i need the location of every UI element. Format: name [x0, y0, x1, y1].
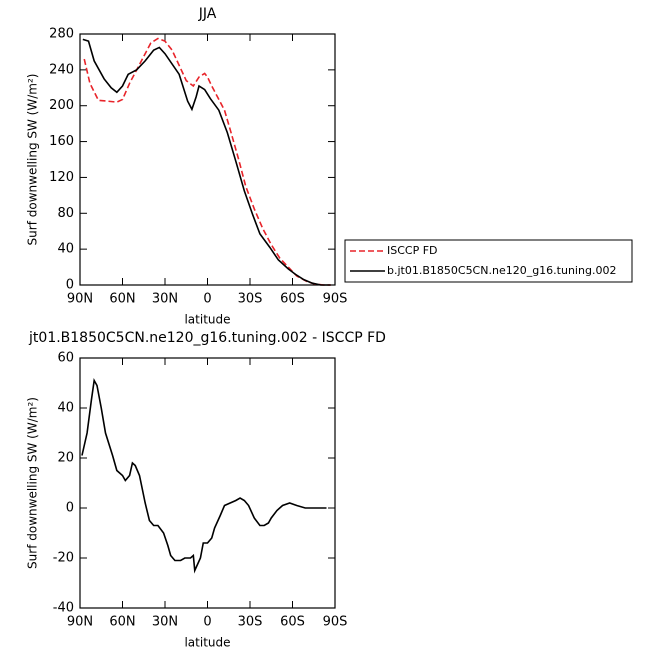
- x-tick-label: 0: [203, 292, 211, 307]
- y-tick-label: 80: [57, 206, 74, 221]
- x-axis-label: latitude: [184, 636, 230, 650]
- plot-frame: [79, 33, 336, 286]
- legend-label: ISCCP FD: [387, 244, 438, 257]
- x-tick-label: 90N: [67, 292, 93, 307]
- data-line: [83, 37, 331, 286]
- x-tick-label: 60S: [280, 615, 305, 630]
- x-tick-label: 30N: [152, 615, 178, 630]
- x-tick-label: 30S: [238, 615, 263, 630]
- y-tick-label: 160: [49, 134, 74, 149]
- x-tick-label: 0: [203, 615, 211, 630]
- x-tick-label: 60N: [109, 292, 135, 307]
- y-tick-label: 0: [66, 501, 74, 516]
- legend-label: b.jt01.B1850C5CN.ne120_g16.tuning.002: [387, 264, 616, 277]
- y-axis-label: Surf downwelling SW (W/m²): [26, 74, 40, 246]
- x-tick-label: 30N: [152, 292, 178, 307]
- chart-title: jt01.B1850C5CN.ne120_g16.tuning.002 - IS…: [28, 330, 386, 346]
- y-tick-label: 40: [57, 242, 74, 257]
- x-tick-label: 90S: [323, 292, 348, 307]
- chart-title: JJA: [198, 6, 217, 22]
- y-tick-label: 280: [49, 27, 74, 42]
- legend-box: [344, 239, 633, 283]
- x-tick-label: 90N: [67, 615, 93, 630]
- y-axis-label: Surf downwelling SW (W/m²): [26, 397, 40, 569]
- data-line: [82, 38, 331, 286]
- y-tick-label: 120: [49, 170, 74, 185]
- y-tick-label: -20: [53, 551, 74, 566]
- x-tick-label: 60S: [280, 292, 305, 307]
- y-tick-label: -40: [53, 601, 74, 616]
- x-axis-label: latitude: [184, 313, 230, 327]
- y-tick-label: 40: [57, 401, 74, 416]
- y-tick-label: 0: [66, 278, 74, 293]
- y-tick-label: 200: [49, 98, 74, 113]
- x-tick-label: 30S: [238, 292, 263, 307]
- y-tick-label: 240: [49, 62, 74, 77]
- data-line: [81, 378, 327, 574]
- y-tick-label: 20: [57, 451, 74, 466]
- plot-frame: [79, 357, 336, 609]
- y-tick-label: 60: [57, 351, 74, 366]
- x-tick-label: 60N: [109, 615, 135, 630]
- x-tick-label: 90S: [323, 615, 348, 630]
